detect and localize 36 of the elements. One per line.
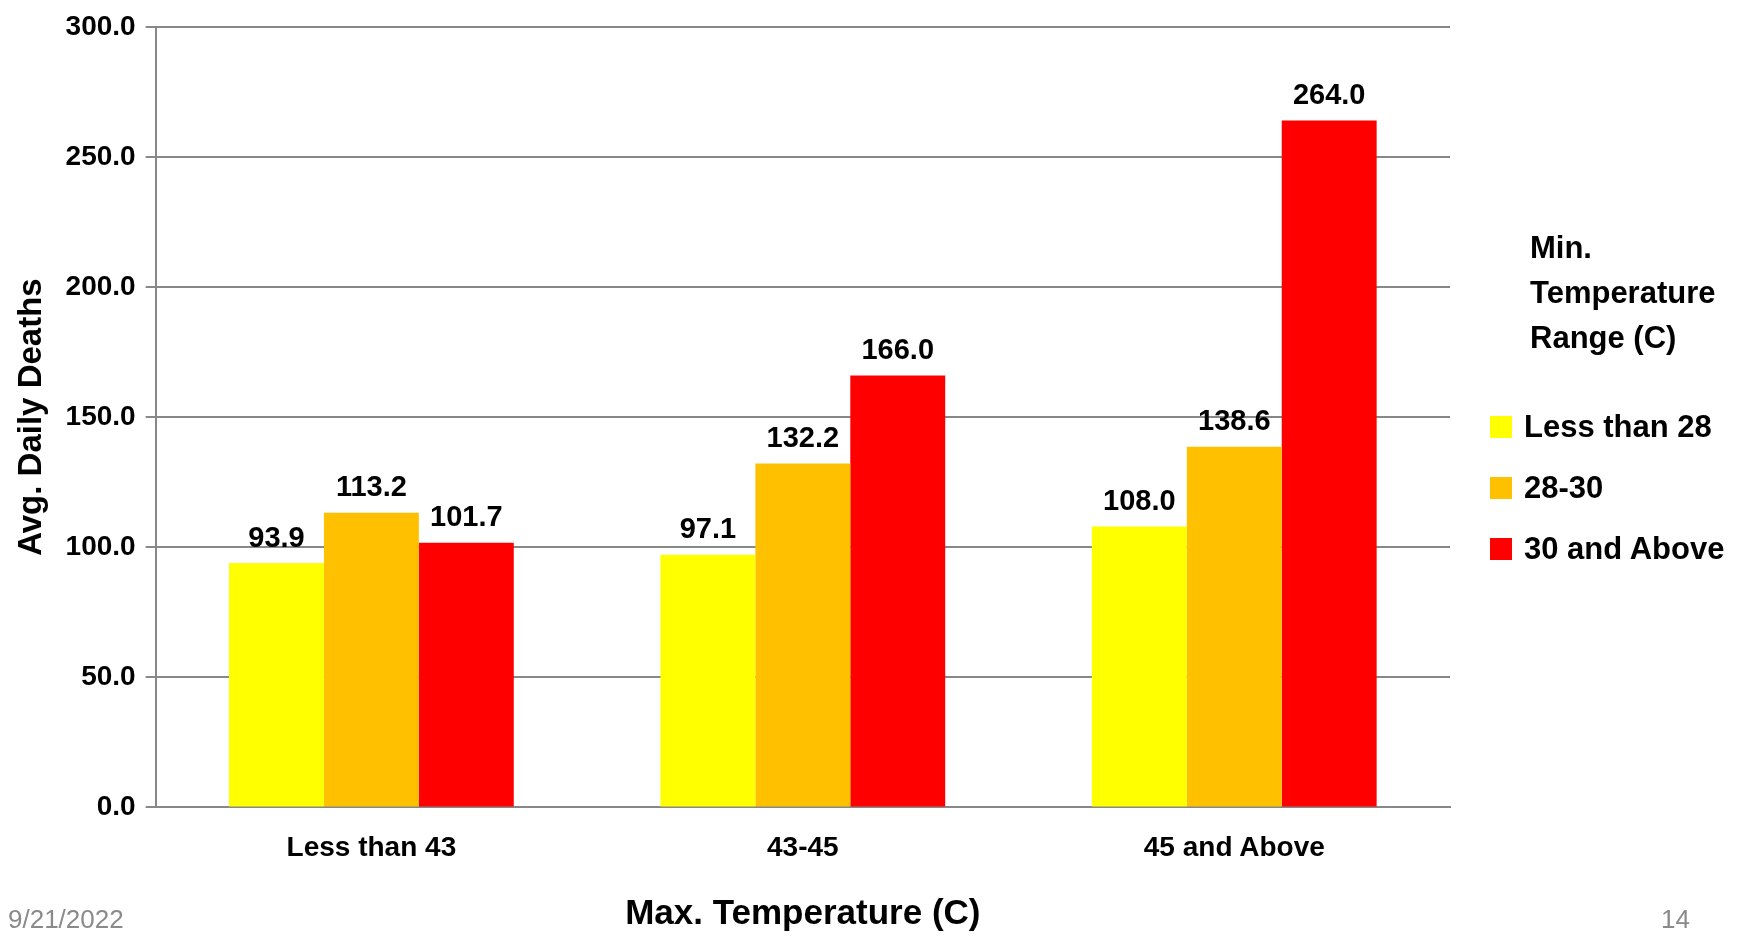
data-label: 113.2 xyxy=(335,470,407,503)
bar xyxy=(660,554,756,807)
data-label: 108.0 xyxy=(1103,483,1176,516)
bar xyxy=(1186,446,1282,807)
data-label: 132.2 xyxy=(766,420,840,453)
bar xyxy=(1091,526,1187,807)
x-tick-label: Less than 43 xyxy=(286,830,457,862)
data-label: 97.1 xyxy=(679,512,737,545)
bar xyxy=(323,512,419,807)
y-tick-label: 250.0 xyxy=(65,139,136,171)
data-label: 138.6 xyxy=(1197,404,1271,437)
bar xyxy=(755,463,851,807)
data-label: 93.9 xyxy=(248,520,305,553)
x-axis-title: Max. Temperature (C) xyxy=(625,891,981,931)
legend-label: 28-30 xyxy=(1524,469,1604,507)
data-label: 101.7 xyxy=(430,500,503,533)
text: 9/21/2022 xyxy=(8,904,124,935)
y-tick-label: 100.0 xyxy=(65,529,136,561)
x-tick-label: 45 and Above xyxy=(1143,830,1325,862)
y-tick-label: 200.0 xyxy=(65,269,136,301)
y-tick-label: 0.0 xyxy=(96,790,136,822)
legend-label: 30 and Above xyxy=(1524,530,1725,568)
data-label: 264.0 xyxy=(1292,77,1366,110)
x-tick-label: 43-45 xyxy=(767,830,839,862)
data-label: 166.0 xyxy=(861,332,935,365)
legend-title: Min. Temperature Range (C) xyxy=(1530,229,1717,357)
bar xyxy=(418,542,514,807)
y-tick-label: 150.0 xyxy=(65,399,136,431)
y-tick-label: 50.0 xyxy=(81,660,136,692)
y-tick-label: 300.0 xyxy=(65,9,136,41)
legend-label: Less than 28 xyxy=(1524,408,1712,446)
text: 14 xyxy=(1661,904,1690,935)
bar xyxy=(229,563,324,807)
y-axis-title: Avg. Daily Deaths xyxy=(10,278,48,556)
bar xyxy=(1281,120,1377,807)
bar xyxy=(850,375,946,807)
